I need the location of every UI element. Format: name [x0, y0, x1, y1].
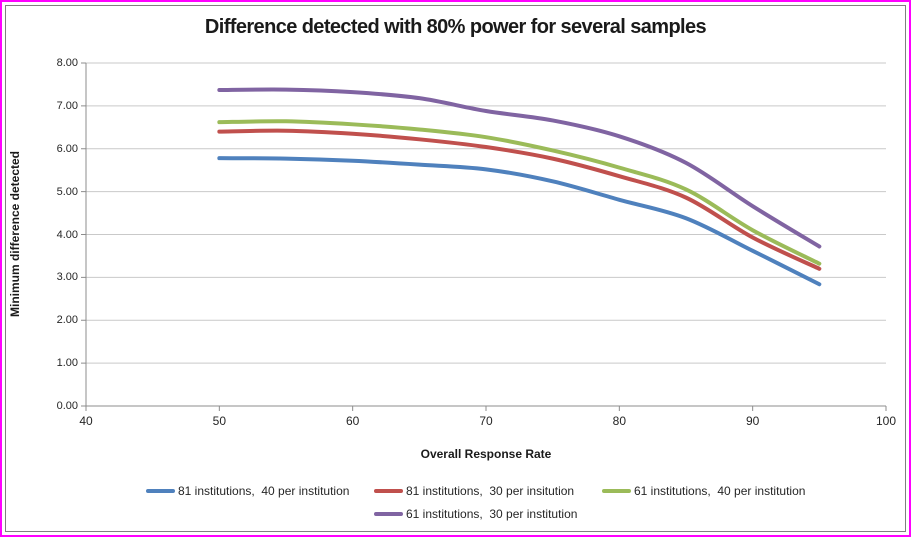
y-axis-title: Minimum difference detected — [8, 150, 22, 318]
series-line — [217, 128, 822, 271]
x-tick-label: 70 — [479, 414, 493, 428]
legend-item: 61 institutions, 30 per institution — [374, 507, 598, 521]
y-tick-label: 6.00 — [56, 142, 78, 155]
y-tick-label: 4.00 — [56, 228, 78, 241]
legend-item: 61 institutions, 40 per institution — [602, 484, 826, 498]
y-tick-label: 3.00 — [56, 271, 78, 284]
chart-legend: 81 institutions, 40 per institution 81 in… — [86, 484, 886, 521]
y-tick-label: 2.00 — [56, 314, 78, 327]
legend-item: 81 institutions, 40 per institution — [146, 484, 370, 498]
x-tick-label: 50 — [212, 414, 226, 428]
legend-line-sample — [146, 489, 175, 493]
legend-line-sample — [374, 489, 403, 493]
chart-frame — [5, 5, 906, 532]
x-tick-label: 80 — [612, 414, 626, 428]
legend-line-sample — [374, 512, 403, 516]
y-tick-label: 8.00 — [56, 57, 78, 69]
legend-label: 61 institutions, 30 per institution — [406, 507, 578, 521]
x-tick-label: 100 — [875, 414, 897, 428]
legend-label: 81 institutions, 30 per insitution — [406, 484, 575, 498]
legend-line-sample — [602, 489, 631, 493]
x-tick-label: 60 — [345, 414, 360, 428]
x-axis-title: Overall Response Rate — [420, 447, 552, 461]
legend-label: 61 institutions, 40 per institution — [634, 484, 806, 498]
x-tick-label: 90 — [745, 414, 760, 428]
y-tick-label: 7.00 — [56, 99, 78, 112]
series-line — [217, 87, 822, 249]
y-tick-label: 0.00 — [56, 400, 78, 412]
y-tick-label: 1.00 — [56, 357, 78, 370]
chart-title: Difference detected with 80% power for s… — [204, 16, 707, 38]
legend-item: 81 institutions, 30 per insitution — [374, 484, 598, 498]
series-line — [217, 119, 822, 266]
legend-label: 81 institutions, 40 per institution — [178, 484, 350, 498]
x-tick-label: 40 — [79, 414, 93, 428]
series-line — [217, 156, 822, 287]
y-tick-label: 5.00 — [56, 185, 78, 198]
